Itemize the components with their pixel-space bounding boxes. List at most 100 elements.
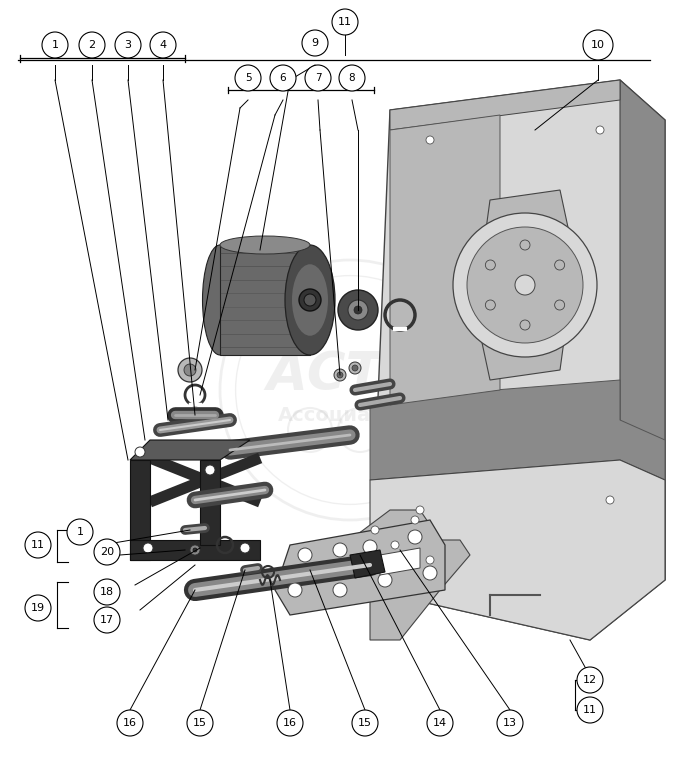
Polygon shape — [130, 440, 250, 460]
Circle shape — [94, 579, 120, 605]
Circle shape — [583, 30, 613, 60]
Polygon shape — [370, 80, 665, 640]
Circle shape — [349, 362, 361, 374]
Polygon shape — [130, 460, 150, 560]
Circle shape — [94, 539, 120, 565]
Circle shape — [235, 65, 261, 91]
Circle shape — [333, 543, 347, 557]
Circle shape — [515, 275, 535, 295]
Circle shape — [596, 126, 604, 134]
Text: 11: 11 — [31, 540, 45, 550]
Circle shape — [25, 595, 51, 621]
Circle shape — [520, 240, 530, 250]
Circle shape — [205, 465, 215, 475]
Ellipse shape — [299, 289, 321, 311]
Circle shape — [416, 506, 424, 514]
Text: 8: 8 — [348, 73, 355, 83]
Circle shape — [150, 32, 176, 58]
Text: 13: 13 — [503, 718, 517, 728]
Text: 7: 7 — [315, 73, 321, 83]
Text: 15: 15 — [193, 718, 207, 728]
Polygon shape — [130, 540, 260, 560]
Text: 16: 16 — [283, 718, 297, 728]
Text: 5: 5 — [245, 73, 251, 83]
Circle shape — [363, 540, 377, 554]
Circle shape — [426, 136, 434, 144]
Text: АСТА: АСТА — [267, 349, 423, 401]
Circle shape — [25, 532, 51, 558]
Text: 1: 1 — [51, 40, 59, 50]
Text: 6: 6 — [280, 73, 286, 83]
Circle shape — [577, 697, 603, 723]
Circle shape — [453, 213, 597, 357]
Circle shape — [339, 65, 365, 91]
Circle shape — [352, 365, 358, 371]
Text: 12: 12 — [583, 675, 597, 685]
Polygon shape — [370, 460, 665, 640]
Circle shape — [302, 30, 328, 56]
Text: 16: 16 — [123, 718, 137, 728]
Circle shape — [352, 710, 378, 736]
Text: 4: 4 — [160, 40, 166, 50]
Polygon shape — [390, 115, 500, 405]
Ellipse shape — [285, 245, 335, 355]
Circle shape — [348, 300, 368, 320]
Circle shape — [178, 358, 202, 382]
Circle shape — [184, 364, 196, 376]
Circle shape — [555, 260, 565, 270]
Circle shape — [135, 447, 145, 457]
Circle shape — [67, 519, 93, 545]
Text: 11: 11 — [583, 705, 597, 715]
Text: 2: 2 — [88, 40, 96, 50]
Circle shape — [117, 710, 143, 736]
Text: Ассоциация: Ассоциация — [278, 405, 412, 424]
Circle shape — [497, 710, 523, 736]
Circle shape — [270, 65, 296, 91]
Ellipse shape — [202, 245, 237, 355]
Circle shape — [337, 372, 343, 378]
Circle shape — [426, 556, 434, 564]
Circle shape — [334, 369, 346, 381]
Circle shape — [378, 573, 392, 587]
Polygon shape — [475, 190, 575, 380]
Polygon shape — [370, 540, 470, 640]
Circle shape — [354, 306, 362, 314]
Polygon shape — [370, 380, 665, 480]
Circle shape — [555, 300, 565, 310]
Circle shape — [240, 543, 250, 553]
Ellipse shape — [220, 236, 310, 254]
Polygon shape — [275, 520, 445, 615]
Polygon shape — [390, 80, 620, 130]
Circle shape — [187, 710, 213, 736]
Circle shape — [485, 260, 495, 270]
Polygon shape — [345, 510, 430, 585]
Circle shape — [193, 548, 197, 552]
Text: 15: 15 — [358, 718, 372, 728]
Circle shape — [467, 227, 583, 343]
Text: 14: 14 — [433, 718, 447, 728]
Text: 1: 1 — [77, 527, 84, 537]
Circle shape — [520, 320, 530, 330]
Circle shape — [411, 516, 419, 524]
Circle shape — [606, 496, 614, 504]
Polygon shape — [220, 245, 310, 355]
Circle shape — [333, 583, 347, 597]
Text: 11: 11 — [338, 17, 352, 27]
Text: 10: 10 — [591, 40, 605, 50]
Circle shape — [94, 607, 120, 633]
Circle shape — [423, 566, 437, 580]
Text: 3: 3 — [125, 40, 131, 50]
Circle shape — [277, 710, 303, 736]
Circle shape — [577, 667, 603, 693]
Circle shape — [485, 300, 495, 310]
Circle shape — [298, 548, 312, 562]
Polygon shape — [200, 460, 220, 545]
Circle shape — [79, 32, 105, 58]
Circle shape — [115, 32, 141, 58]
Polygon shape — [350, 550, 385, 578]
Ellipse shape — [292, 264, 328, 336]
Circle shape — [332, 9, 358, 35]
Circle shape — [143, 543, 153, 553]
Circle shape — [190, 545, 200, 555]
Circle shape — [338, 290, 378, 330]
